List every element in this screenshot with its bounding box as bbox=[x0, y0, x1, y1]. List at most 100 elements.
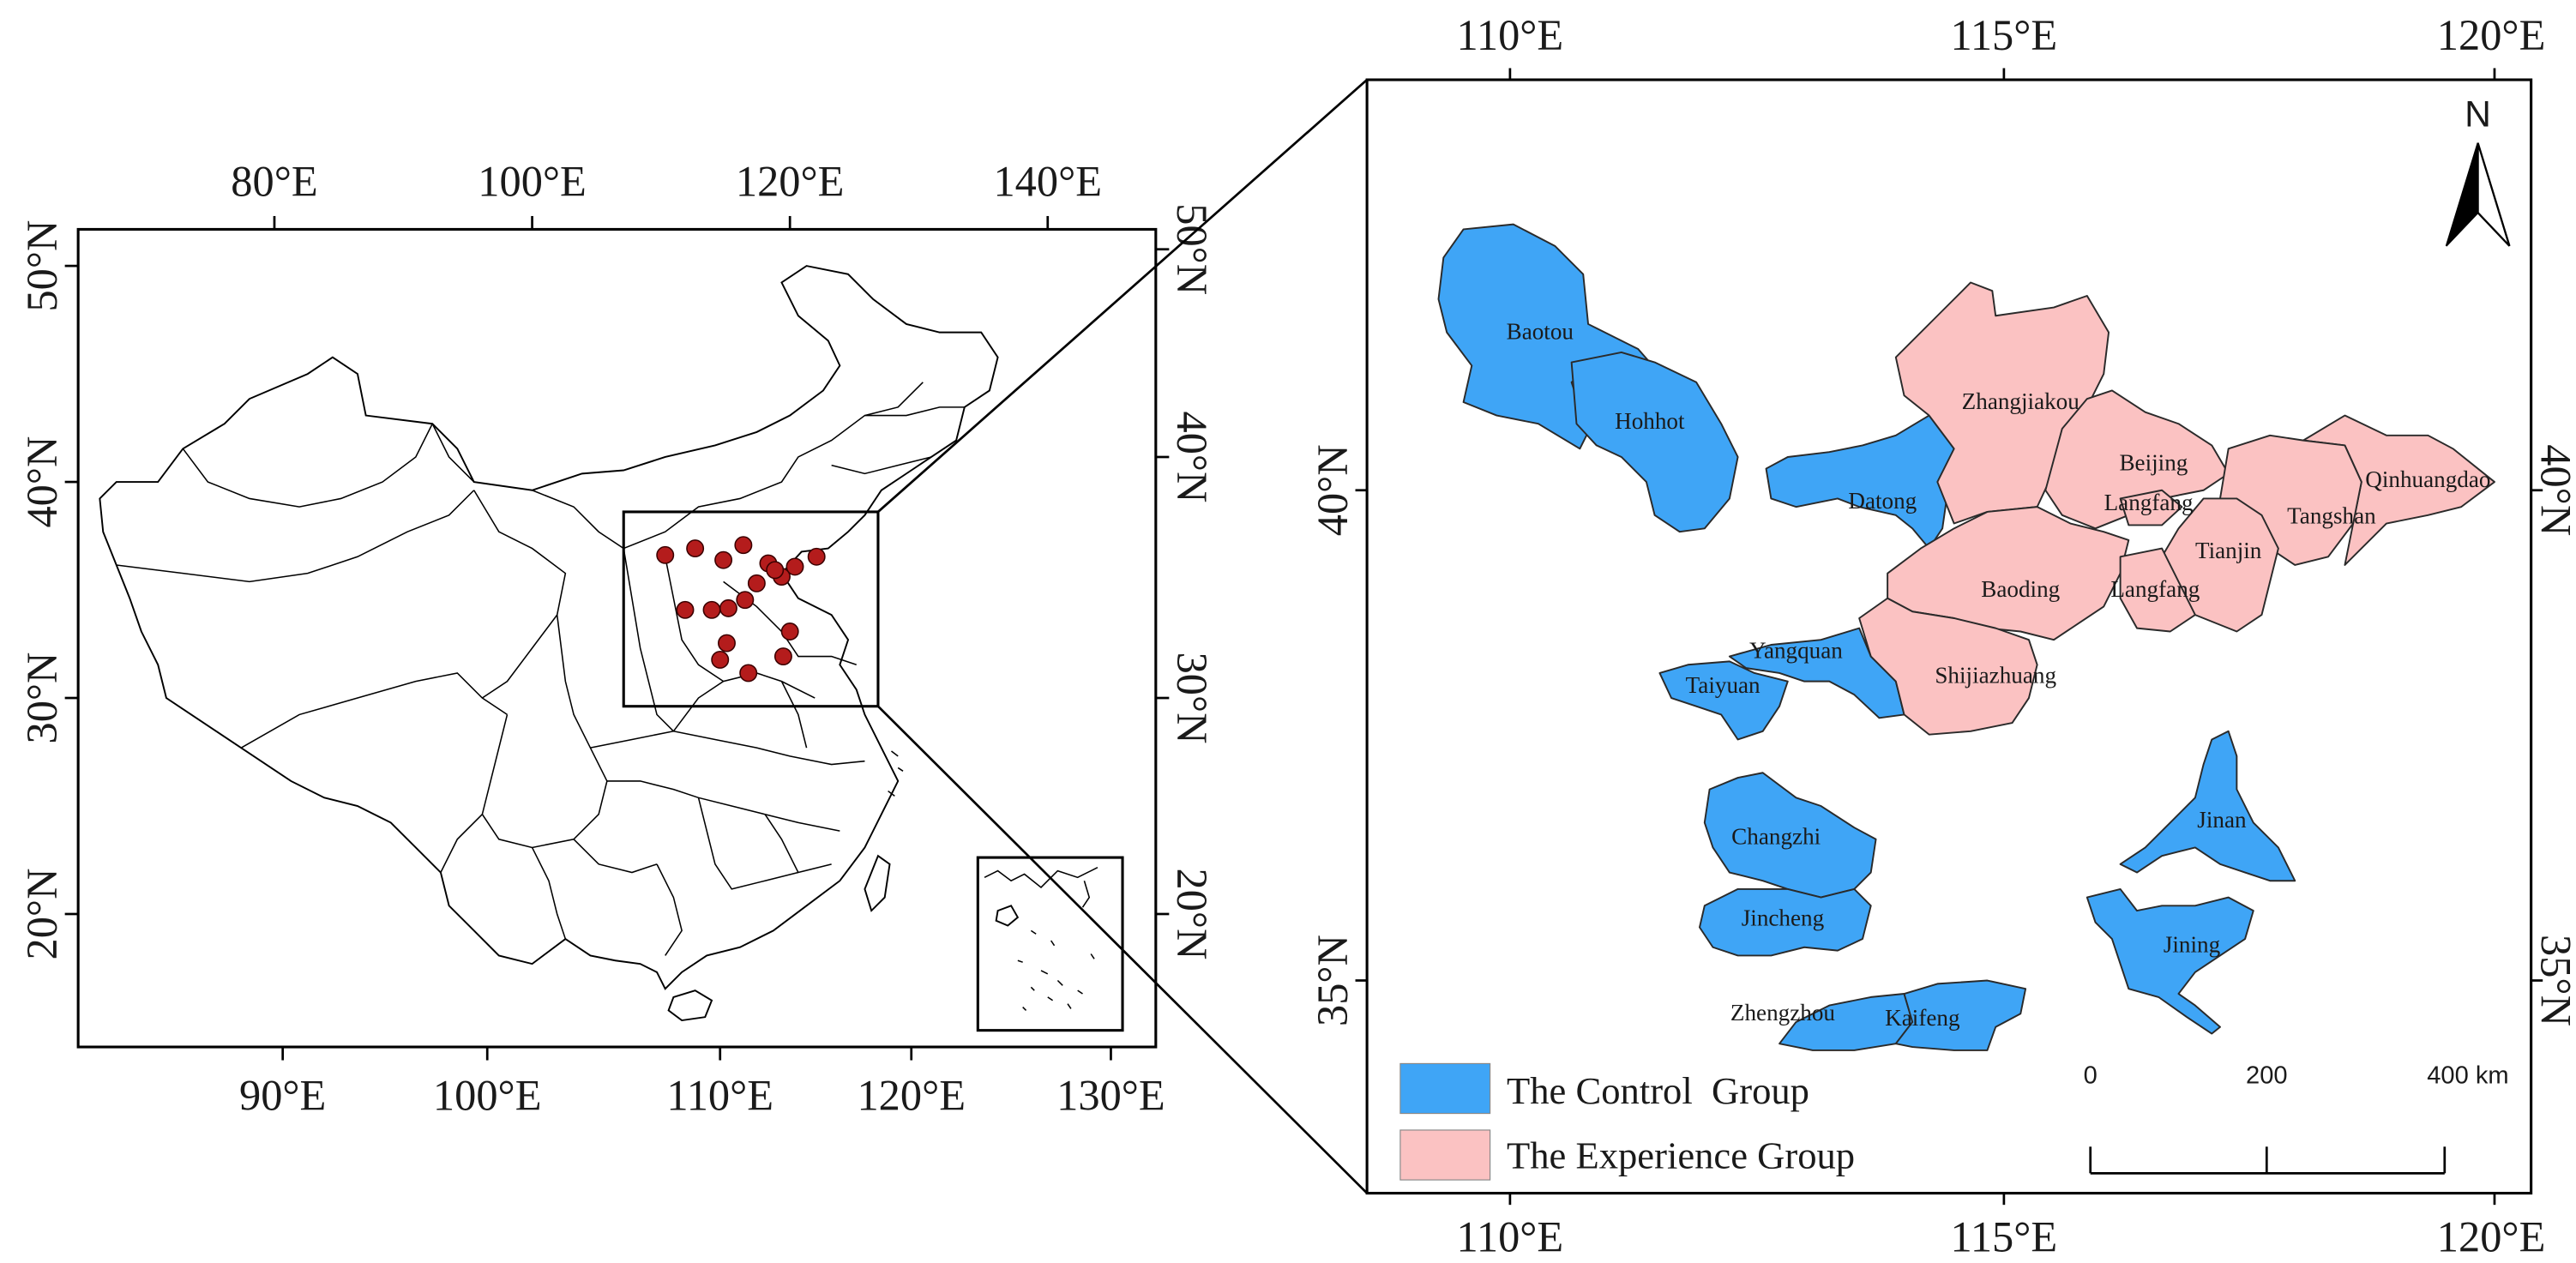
study-points bbox=[656, 536, 826, 683]
city-label-tangshan: Tangshan bbox=[2287, 503, 2376, 529]
axis-label-left: 40°N bbox=[18, 436, 66, 528]
province-border bbox=[116, 490, 475, 583]
city-polygon-baotou bbox=[1437, 223, 1651, 450]
scale-bar-label: 0 bbox=[2084, 1062, 2098, 1090]
inset-islets bbox=[1017, 929, 1095, 1011]
axis-label-right: 40°N bbox=[1168, 412, 1216, 503]
study-point bbox=[734, 536, 753, 555]
province-border bbox=[656, 863, 683, 956]
study-point bbox=[780, 622, 799, 641]
province-border bbox=[623, 548, 674, 732]
city-label-tianjin: Tianjin bbox=[2195, 538, 2262, 563]
legend: The Control Group The Experience Group bbox=[1399, 1062, 1855, 1181]
legend-label-control: The Control Group bbox=[1507, 1069, 1809, 1112]
study-area-box bbox=[622, 510, 880, 708]
city-label-beijing: Beijing bbox=[2119, 450, 2188, 476]
study-point bbox=[739, 664, 758, 683]
province-border bbox=[182, 423, 433, 508]
province-border bbox=[531, 847, 567, 940]
city-label-baotou: Baotou bbox=[1507, 318, 1574, 344]
city-polygon-shijiazhuang bbox=[1858, 597, 2038, 736]
study-point bbox=[676, 600, 695, 619]
axis-label-top: 115°E bbox=[1951, 11, 2058, 59]
legend-swatch-control bbox=[1399, 1062, 1491, 1115]
city-label-jincheng: Jincheng bbox=[1742, 905, 1825, 931]
city-polygon-kaifeng bbox=[1894, 979, 2027, 1051]
city-label-langfang: Langfang bbox=[2110, 576, 2200, 602]
city-label-yangquan: Yangquan bbox=[1749, 638, 1843, 664]
taiwan-island bbox=[864, 854, 891, 912]
city-polygon-yangquan bbox=[1728, 627, 1905, 719]
city-label-kaifeng: Kaifeng bbox=[1885, 1005, 1960, 1031]
city-polygon-jining bbox=[2085, 887, 2254, 1035]
city-label-qinhuangdao: Qinhuangdao bbox=[2365, 466, 2490, 492]
city-polygon-langfang-north bbox=[2119, 489, 2183, 526]
study-area-map: Baotou Hohhot Datong Yangquan Taiyuan Ch… bbox=[1309, 11, 2576, 1260]
axis-label-bottom: 100°E bbox=[433, 1072, 542, 1120]
study-point bbox=[785, 557, 804, 576]
study-point bbox=[714, 550, 733, 569]
inset-hainan-island bbox=[995, 905, 1020, 927]
city-label-zhangjiakou: Zhangjiakou bbox=[1962, 388, 2080, 414]
scale-bar-label: 400 km bbox=[2427, 1062, 2508, 1090]
study-area-map-axis-labels: 110°E 115°E 120°E 110°E 115°E 120°E 40°N… bbox=[1309, 11, 2576, 1260]
city-polygon-jincheng bbox=[1699, 887, 1872, 957]
province-border bbox=[664, 556, 725, 683]
study-point bbox=[807, 547, 826, 566]
study-point bbox=[656, 545, 675, 564]
city-polygon-hohhot bbox=[1570, 351, 1739, 533]
axis-label-top: 100°E bbox=[478, 158, 587, 206]
city-polygon-changzhi bbox=[1703, 772, 1877, 899]
province-border bbox=[831, 456, 932, 475]
scale-bar-label: 200 bbox=[2246, 1062, 2288, 1090]
overview-map-ticks bbox=[64, 215, 1170, 1061]
coastal-islets bbox=[888, 750, 904, 797]
province-border bbox=[473, 490, 567, 699]
study-area-map-frame bbox=[1365, 78, 2533, 1195]
province-border bbox=[623, 382, 924, 550]
study-point bbox=[747, 574, 766, 592]
city-label-jinan: Jinan bbox=[2197, 807, 2247, 833]
province-border bbox=[672, 672, 816, 732]
province-border bbox=[532, 490, 624, 550]
city-label-baoding: Baoding bbox=[1981, 576, 2060, 602]
zoom-connector-line bbox=[877, 705, 1369, 1194]
city-polygon-langfang-south bbox=[2119, 547, 2196, 633]
study-point bbox=[736, 591, 755, 610]
north-arrow-label: N bbox=[2465, 93, 2491, 135]
axis-label-top: 80°E bbox=[231, 158, 317, 206]
axis-label-right: 35°N bbox=[2531, 935, 2576, 1026]
hainan-island bbox=[667, 989, 713, 1022]
north-arrow: N bbox=[2445, 93, 2511, 247]
axis-label-right: 30°N bbox=[1168, 653, 1216, 744]
china-outline bbox=[99, 265, 999, 990]
study-point bbox=[718, 634, 736, 653]
study-point bbox=[686, 539, 705, 558]
islet bbox=[888, 750, 904, 797]
study-point bbox=[773, 647, 792, 666]
city-label-zhengzhou: Zhengzhou bbox=[1730, 1000, 1835, 1025]
north-arrow-right-half bbox=[2477, 142, 2511, 247]
city-label-shijiazhuang: Shijiazhuang bbox=[1935, 663, 2056, 689]
scale-bar: 0 200 400 km bbox=[2084, 1062, 2509, 1175]
south-china-sea-inset-frame bbox=[976, 856, 1124, 1032]
province-border bbox=[606, 780, 840, 832]
city-label-jining: Jining bbox=[2164, 932, 2221, 958]
overview-map-frame bbox=[76, 227, 1158, 1049]
axis-label-right: 40°N bbox=[2531, 444, 2576, 536]
axis-label-left: 50°N bbox=[18, 220, 66, 312]
axis-label-right: 20°N bbox=[1168, 869, 1216, 960]
province-border bbox=[573, 839, 658, 874]
province-border bbox=[440, 814, 483, 873]
city-label-datong: Datong bbox=[1848, 488, 1917, 514]
overview-map: 80°E 100°E 120°E 140°E 90°E 100°E 110°E … bbox=[18, 158, 1216, 1120]
province-border bbox=[590, 730, 865, 766]
control-group-regions bbox=[1437, 223, 2296, 1051]
axis-label-bottom: 115°E bbox=[1951, 1212, 2058, 1260]
city-label-taiyuan: Taiyuan bbox=[1686, 672, 1760, 698]
overview-map-axis-labels: 80°E 100°E 120°E 140°E 90°E 100°E 110°E … bbox=[18, 158, 1216, 1120]
city-label-changzhi: Changzhi bbox=[1731, 824, 1821, 850]
north-arrow-left-half bbox=[2445, 142, 2479, 247]
study-area-map-ticks bbox=[1355, 68, 2543, 1206]
